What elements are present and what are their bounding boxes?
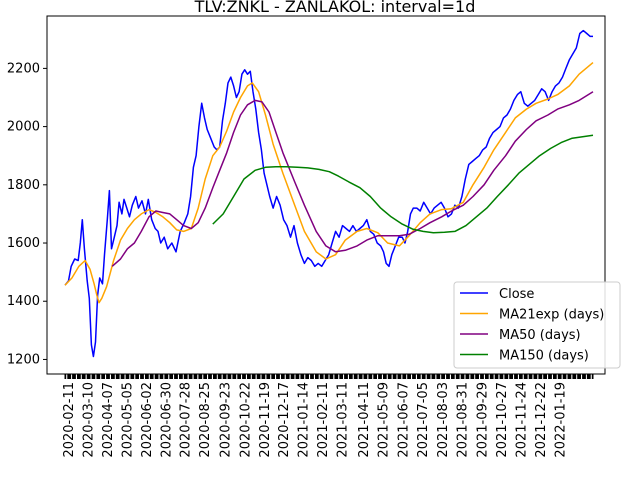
x-tick-label-12: 2021-01-14 <box>297 382 312 458</box>
x-tick-label-1: 2020-03-10 <box>82 382 97 458</box>
y-tick-label-4: 2000 <box>7 120 40 135</box>
x-tick-band <box>64 374 594 379</box>
series-line-0 <box>64 29 593 358</box>
x-tick-label-25: 2022-01-19 <box>553 382 568 458</box>
axes-layer: 1200 1400 1600 1800 2000 2200 2020-02-11 2020-0… <box>7 15 606 458</box>
x-tick-label-0: 2020-02-11 <box>62 382 77 458</box>
series-layer <box>64 29 594 358</box>
x-tick-label-11: 2020-12-17 <box>277 382 292 458</box>
x-tick-label-15: 2021-04-11 <box>357 382 372 458</box>
series-line-2 <box>111 91 594 267</box>
x-tick-label-5: 2020-06-30 <box>159 382 174 458</box>
series-line-3 <box>212 134 594 234</box>
x-tick-label-17: 2021-06-07 <box>397 382 412 458</box>
y-tick-label-1: 1400 <box>7 294 40 309</box>
legend-label-2: MA50 (days) <box>499 328 581 343</box>
y-tick-label-2: 1600 <box>7 236 40 251</box>
x-tick-label-20: 2021-08-31 <box>456 382 471 458</box>
x-tick-label-24: 2021-12-22 <box>534 382 549 458</box>
x-tick-label-13: 2021-02-11 <box>316 382 331 458</box>
x-tick-label-9: 2020-10-22 <box>238 382 253 458</box>
series-line-1 <box>64 62 594 304</box>
x-tick-label-22: 2021-10-27 <box>495 382 510 458</box>
y-tick-label-5: 2200 <box>7 61 40 76</box>
x-tick-label-14: 2021-03-11 <box>336 382 351 458</box>
x-tick-label-3: 2020-05-05 <box>120 382 135 458</box>
x-tick-label-4: 2020-06-02 <box>140 382 155 458</box>
x-tick-label-19: 2021-08-03 <box>436 382 451 458</box>
x-tick-label-2: 2020-04-07 <box>101 382 116 458</box>
x-tick-label-7: 2020-08-25 <box>198 382 213 458</box>
x-tick-label-10: 2020-11-19 <box>258 382 273 458</box>
legend-label-1: MA21exp (days) <box>499 308 604 323</box>
x-tick-label-16: 2021-05-09 <box>376 382 391 458</box>
chart-title: TLV:ZNKL - ZANLAKOL: interval=1d <box>194 0 476 16</box>
legend-label-3: MA150 (days) <box>499 349 589 364</box>
y-tick-label-0: 1200 <box>7 352 40 367</box>
legend-box <box>453 281 621 369</box>
x-tick-label-23: 2021-11-24 <box>515 382 530 458</box>
x-tick-label-18: 2021-07-05 <box>416 382 431 458</box>
legend: Close MA21exp (days) MA50 (days) MA150 (day… <box>453 281 621 369</box>
y-tick-label-3: 1800 <box>7 178 40 193</box>
legend-label-0: Close <box>499 287 534 302</box>
x-tick-label-21: 2021-09-29 <box>476 382 491 458</box>
x-tick-label-8: 2020-09-23 <box>218 382 233 458</box>
x-tick-label-6: 2020-07-28 <box>179 382 194 458</box>
